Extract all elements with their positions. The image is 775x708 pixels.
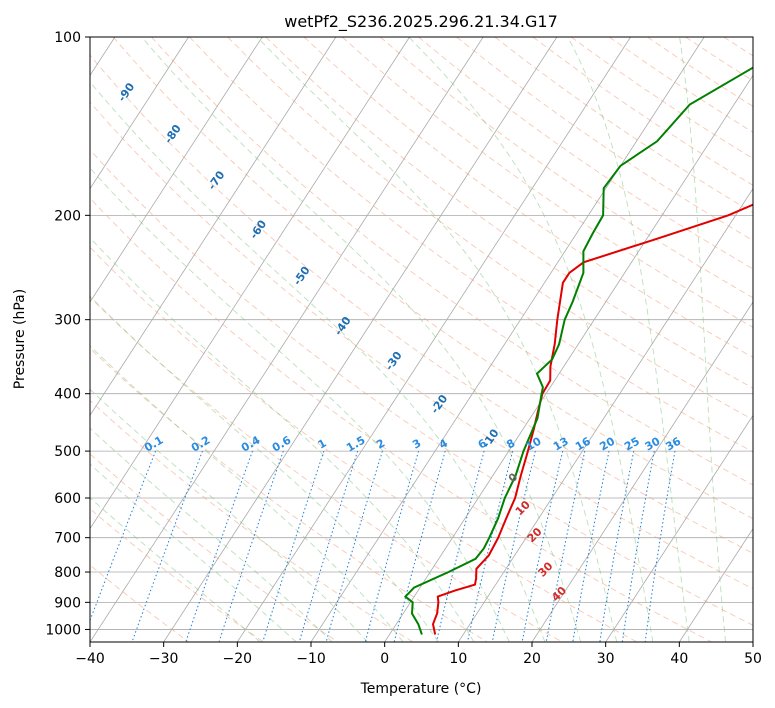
y-tick-label: 1000 bbox=[45, 622, 81, 638]
x-tick-label: 30 bbox=[597, 651, 615, 667]
y-tick-label: 100 bbox=[54, 30, 81, 46]
plot-area: 0.10.20.40.611.52346810131620253036-100-… bbox=[90, 37, 753, 642]
y-tick-label: 900 bbox=[54, 595, 81, 611]
x-tick-label: 50 bbox=[744, 651, 762, 667]
mixing-ratio-line bbox=[298, 450, 359, 642]
mixing-ratio-line bbox=[218, 450, 284, 642]
mixing-ratio-line bbox=[491, 450, 536, 642]
x-tick-label: 10 bbox=[449, 651, 467, 667]
isotherm-line bbox=[90, 37, 337, 417]
y-tick-label: 700 bbox=[54, 531, 81, 547]
isotherm-line bbox=[531, 301, 753, 642]
plot-frame bbox=[89, 36, 754, 643]
dry-adiabat bbox=[380, 37, 753, 299]
dry-adiabat bbox=[303, 37, 753, 358]
mixing-ratio-line bbox=[599, 451, 635, 642]
x-tick-label: −40 bbox=[75, 651, 105, 667]
mixing-ratio-line bbox=[521, 450, 564, 642]
moist-adiabat bbox=[408, 37, 654, 642]
x-tick-label: 20 bbox=[523, 651, 541, 667]
mixing-ratio-line bbox=[131, 450, 203, 642]
chart-title: wetPf2_S236.2025.296.21.34.G17 bbox=[284, 12, 558, 32]
y-tick-label: 300 bbox=[54, 313, 81, 329]
isotherm-line bbox=[384, 74, 753, 642]
y-tick-label: 600 bbox=[54, 491, 81, 507]
isotherm-line bbox=[90, 37, 263, 303]
isopleth-layer bbox=[90, 37, 753, 642]
moist-adiabat bbox=[256, 37, 618, 642]
moist-adiabat bbox=[90, 497, 261, 642]
dry-adiabat bbox=[90, 197, 712, 642]
mixing-ratio-line bbox=[393, 450, 446, 642]
dry-adiabat bbox=[90, 399, 414, 642]
dry-adiabat bbox=[90, 296, 563, 642]
moist-adiabat bbox=[90, 237, 475, 642]
mixing-ratio-line bbox=[325, 450, 383, 642]
x-tick-label: 0 bbox=[380, 651, 389, 667]
dry-adiabat bbox=[90, 101, 753, 590]
dry-adiabat bbox=[90, 564, 190, 642]
moist-adiabat bbox=[567, 37, 690, 642]
mixing-ratio-line bbox=[435, 450, 485, 642]
x-tick-label: −20 bbox=[223, 651, 253, 667]
series-layer bbox=[403, 66, 753, 635]
x-axis: −40 −30 −20 −10 0 10 20 30 40 50 bbox=[75, 642, 762, 667]
isotherm-line bbox=[310, 37, 705, 642]
x-tick-label: −30 bbox=[149, 651, 179, 667]
y-tick-label: 800 bbox=[54, 565, 81, 581]
y-axis-title: Pressure (hPa) bbox=[12, 289, 28, 389]
moist-adiabat bbox=[90, 167, 510, 642]
y-tick-label: 200 bbox=[54, 208, 81, 224]
mixing-ratio-line bbox=[185, 450, 253, 642]
mixing-ratio-line bbox=[644, 451, 676, 642]
isotherm-line bbox=[605, 414, 753, 642]
mixing-ratio-line bbox=[364, 450, 420, 642]
mixing-ratio-line bbox=[467, 450, 514, 642]
isotherm-line bbox=[90, 37, 484, 642]
moist-adiabat bbox=[90, 427, 333, 642]
mixing-ratio-line bbox=[572, 451, 610, 642]
moist-adiabat bbox=[679, 37, 727, 642]
y-tick-label: 500 bbox=[54, 444, 81, 460]
isotherm-line bbox=[457, 187, 753, 642]
y-tick-label: 400 bbox=[54, 387, 81, 403]
dry-adiabat bbox=[227, 37, 753, 421]
dewpoint-profile bbox=[403, 66, 753, 635]
moist-adiabat bbox=[90, 463, 297, 642]
isotherm-line bbox=[163, 37, 558, 642]
isotherm-line bbox=[90, 37, 189, 190]
mixing-ratio-line bbox=[90, 450, 157, 622]
y-axis: 100 200 300 400 500 600 700 800 900 1000 bbox=[45, 30, 90, 638]
dry-adiabat bbox=[265, 37, 753, 389]
x-tick-label: −10 bbox=[296, 651, 326, 667]
isotherm-line bbox=[678, 527, 753, 642]
dry-adiabat bbox=[189, 37, 753, 453]
mixing-ratio-line bbox=[621, 451, 655, 642]
isotherm-line bbox=[236, 37, 631, 642]
moist-adiabat bbox=[90, 345, 404, 642]
dry-adiabat bbox=[90, 508, 264, 642]
mixing-ratio-line bbox=[545, 450, 586, 642]
dry-adiabat bbox=[90, 149, 753, 626]
x-tick-label: 40 bbox=[670, 651, 688, 667]
x-axis-title: Temperature (°C) bbox=[360, 681, 482, 697]
dry-adiabat bbox=[341, 37, 753, 328]
dry-adiabat bbox=[90, 347, 488, 642]
moist-adiabat bbox=[90, 295, 439, 642]
moist-adiabat bbox=[90, 81, 546, 642]
isotherm-line bbox=[90, 37, 410, 530]
